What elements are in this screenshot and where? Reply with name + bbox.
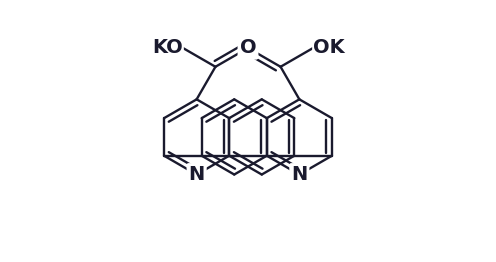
Text: N: N bbox=[188, 165, 205, 184]
Text: N: N bbox=[291, 165, 308, 184]
Text: O: O bbox=[240, 39, 256, 57]
Text: OK: OK bbox=[313, 39, 345, 57]
Text: KO: KO bbox=[152, 39, 183, 57]
Text: O: O bbox=[240, 39, 256, 57]
